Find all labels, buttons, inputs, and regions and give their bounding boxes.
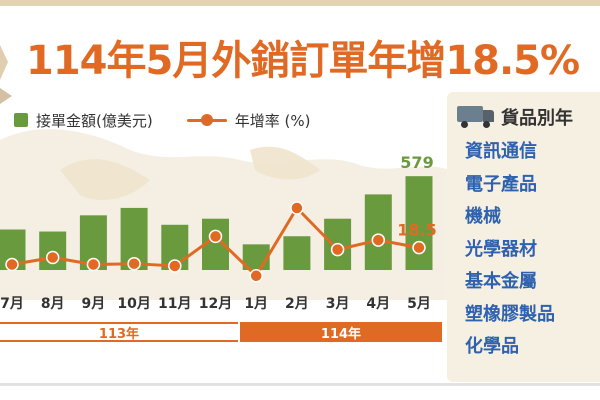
category-item: 資訊通信 bbox=[465, 141, 537, 162]
truck-icon bbox=[457, 106, 495, 128]
rate-point bbox=[208, 229, 223, 244]
bar-legend-swatch bbox=[14, 113, 28, 127]
x-tick-label: 9月 bbox=[82, 296, 106, 312]
x-tick-label: 3月 bbox=[326, 296, 350, 312]
rate-point bbox=[371, 233, 386, 247]
rate-point bbox=[86, 257, 101, 272]
category-item: 光學器材 bbox=[465, 238, 537, 260]
year-band-113: 113年 bbox=[0, 322, 238, 342]
rate-point bbox=[127, 256, 141, 271]
year-label-113: 113年 bbox=[98, 326, 140, 342]
rate-point bbox=[5, 257, 19, 272]
year-label-114: 114年 bbox=[320, 326, 362, 342]
product-category-panel: 貨品別年 資訊通信電子產品機械光學器材基本金屬塑橡膠製品化學品 bbox=[447, 92, 600, 382]
orders-chart: 7月 8月 9月 10月 11月 12月 1月 2月 3月 4月 5月 579 18.5 bbox=[0, 153, 437, 312]
x-tick-label: 5月 bbox=[407, 296, 431, 312]
rate-point bbox=[249, 269, 263, 283]
title-bar: 114年5月外銷訂單年增18.5% bbox=[0, 22, 600, 86]
x-tick-label: 11月 bbox=[158, 296, 191, 312]
category-item: 塑橡膠製品 bbox=[465, 303, 555, 325]
bar bbox=[364, 194, 392, 270]
bar-legend-label: 接單金額(億美元) bbox=[36, 111, 153, 130]
line-legend-label: 年增率 (%) bbox=[234, 111, 311, 130]
rate-point bbox=[330, 242, 345, 257]
category-item: 化學品 bbox=[465, 336, 519, 357]
category-item: 基本金屬 bbox=[465, 271, 537, 292]
x-tick-label: 12月 bbox=[199, 296, 232, 312]
category-item: 機械 bbox=[465, 206, 501, 227]
rate-point bbox=[412, 240, 426, 255]
panel-title: 貨品別年 bbox=[501, 108, 573, 129]
category-item: 電子產品 bbox=[465, 173, 537, 195]
rate-point bbox=[45, 250, 60, 265]
data-label: 579 bbox=[400, 153, 433, 172]
x-tick-label: 4月 bbox=[366, 296, 390, 312]
x-tick-label: 7月 bbox=[0, 296, 24, 312]
data-label: 18.5 bbox=[397, 221, 436, 240]
x-tick-label: 8月 bbox=[41, 296, 65, 312]
rate-point bbox=[290, 201, 304, 215]
line-legend-swatch bbox=[186, 113, 227, 127]
category-list: 資訊通信電子產品機械光學器材基本金屬塑橡膠製品化學品 bbox=[465, 136, 555, 364]
x-tick-label: 2月 bbox=[285, 296, 309, 312]
rate-point bbox=[168, 259, 182, 273]
bar bbox=[283, 236, 311, 270]
panel-header: 貨品別年 bbox=[457, 102, 597, 132]
bottom-divider bbox=[0, 383, 600, 386]
x-tick-label: 1月 bbox=[244, 296, 268, 312]
year-band-114: 114年 bbox=[240, 322, 442, 342]
x-tick-label: 10月 bbox=[117, 296, 150, 312]
chart-legend: 接單金額(億美元) 年增率 (%) bbox=[14, 108, 310, 132]
page-title: 114年5月外銷訂單年增18.5% bbox=[26, 38, 580, 84]
